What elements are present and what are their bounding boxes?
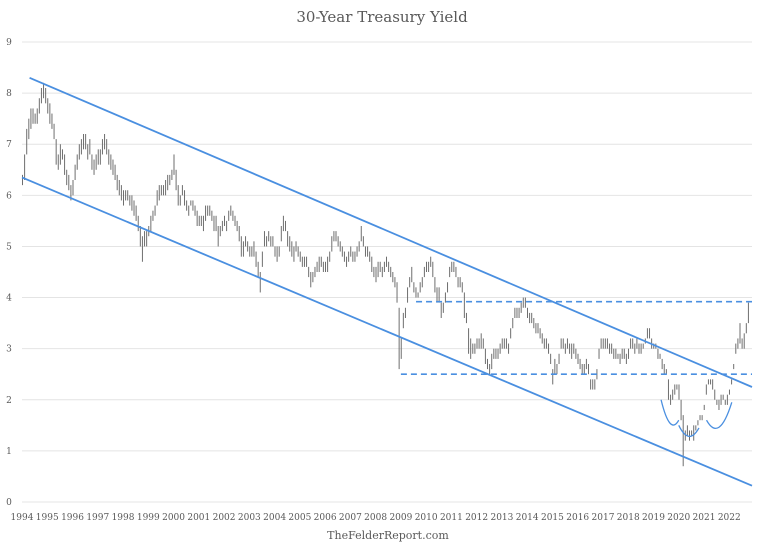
bottom-arc-0 (660, 399, 680, 426)
bottom-arc-1 (678, 425, 700, 437)
trend-annotations (21, 76, 753, 487)
x-tick-label: 2012 (465, 513, 488, 523)
y-tick-label: 6 (6, 191, 12, 201)
x-tick-label: 2001 (187, 513, 210, 523)
y-tick-label: 4 (6, 294, 12, 304)
x-tick-label: 2021 (693, 513, 716, 523)
x-tick-label: 2005 (288, 513, 311, 523)
x-tick-label: 2014 (516, 513, 539, 523)
chart-title: 30-Year Treasury Yield (296, 8, 468, 26)
x-tick-label: 2019 (642, 513, 665, 523)
y-tick-label: 7 (6, 140, 12, 150)
x-tick-label: 2017 (592, 513, 615, 523)
x-tick-label: 2013 (490, 513, 513, 523)
y-tick-label: 3 (6, 345, 12, 355)
x-tick-label: 2003 (238, 513, 261, 523)
x-tick-label: 2006 (314, 513, 337, 523)
bottom-arc-2 (705, 402, 733, 429)
y-tick-label: 9 (6, 38, 12, 48)
x-tick-label: 1998 (112, 513, 135, 523)
x-tick-label: 2007 (339, 513, 362, 523)
lower-trendline (21, 176, 753, 487)
gridlines (22, 41, 752, 503)
y-tick-label: 8 (6, 89, 12, 99)
x-tick-label: 2010 (415, 513, 438, 523)
x-tick-label: 1999 (137, 513, 160, 523)
x-tick-label: 2018 (617, 513, 640, 523)
x-tick-label: 1996 (61, 513, 84, 523)
source-credit: TheFelderReport.com (327, 529, 449, 542)
y-tick-label: 2 (6, 396, 12, 406)
x-axis-ticks: 1994 1995 1996 1997 1998 1999 2000 2001 2002 2003… (11, 513, 741, 523)
x-tick-label: 2015 (541, 513, 564, 523)
price-bars (22, 82, 749, 467)
x-tick-label: 2009 (389, 513, 412, 523)
y-tick-label: 0 (6, 498, 12, 508)
y-axis-ticks: 0 1 2 3 4 5 6 7 8 9 (6, 38, 12, 508)
y-tick-label: 5 (6, 242, 12, 252)
y-tick-label: 1 (6, 447, 12, 457)
x-tick-label: 2020 (667, 513, 690, 523)
x-tick-label: 2002 (213, 513, 236, 523)
x-tick-label: 2008 (364, 513, 387, 523)
x-tick-label: 2004 (263, 513, 286, 523)
x-tick-label: 1995 (36, 513, 59, 523)
x-tick-label: 1994 (11, 513, 34, 523)
x-tick-label: 1997 (86, 513, 109, 523)
x-tick-label: 2000 (162, 513, 185, 523)
x-tick-label: 2016 (566, 513, 589, 523)
upper-trendline (29, 76, 753, 388)
x-tick-label: 2011 (440, 513, 463, 523)
x-tick-label: 2022 (718, 513, 741, 523)
